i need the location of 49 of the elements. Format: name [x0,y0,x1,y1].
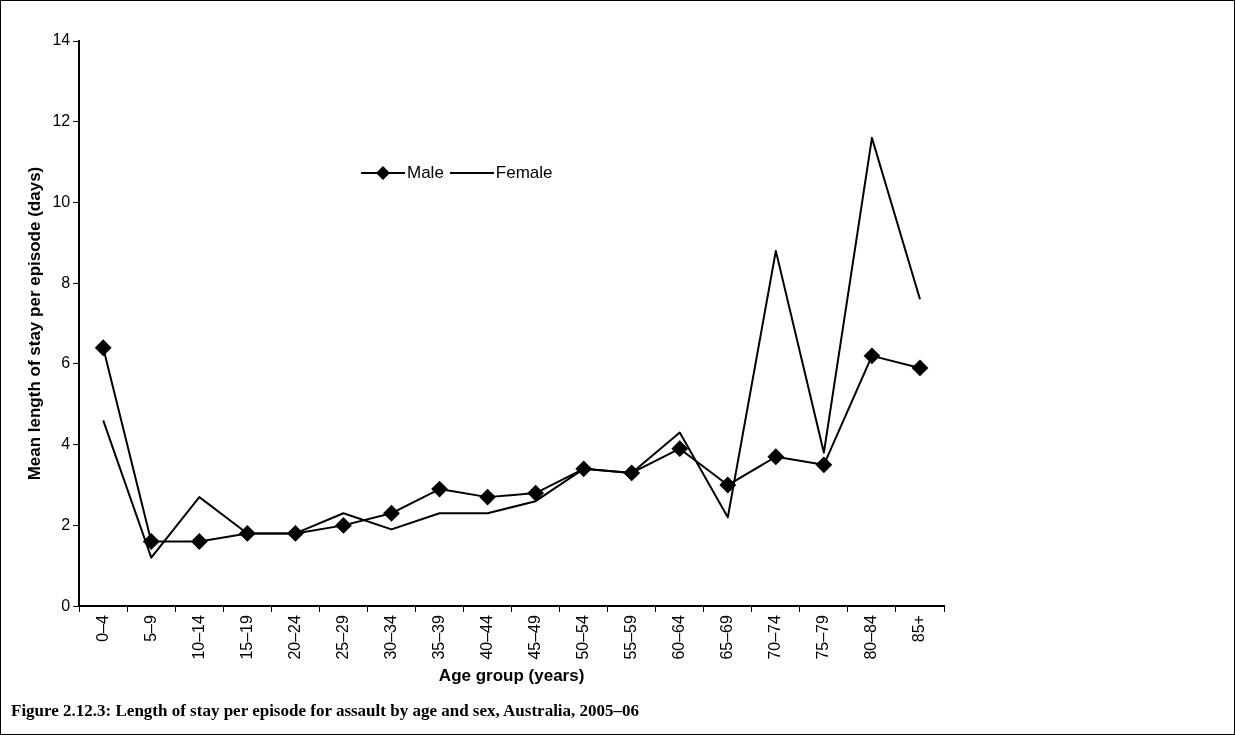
point [143,533,160,550]
point [191,533,208,550]
point [767,448,784,465]
point [383,505,400,522]
y-tick-label: 4 [61,435,71,453]
point [239,525,256,542]
x-tick-label: 20–24 [285,615,303,660]
x-tick-label: 40–44 [477,615,495,660]
legend-label: Male [407,163,444,183]
point [95,339,112,356]
x-tick-label: 75–79 [814,615,832,660]
x-tick-label: 85+ [910,615,928,643]
x-tick-label: 5–9 [141,615,159,642]
x-tick-label: 50–54 [574,615,592,660]
point [335,517,352,534]
y-tick-label: 10 [52,192,71,210]
y-axis-title: Mean length of stay per episode (days) [24,166,44,481]
x-axis-title: Age group (years) [438,666,585,686]
x-tick-label: 35–39 [429,615,447,660]
y-tick-label: 2 [61,515,71,533]
y-tick-label: 0 [61,596,71,614]
x-tick-label: 55–59 [622,615,640,660]
point [719,477,736,494]
x-tick-label: 60–64 [670,615,688,660]
point [815,456,832,473]
y-tick-label: 8 [61,273,71,291]
x-tick-label: 45–49 [526,615,544,660]
point [911,359,928,376]
point [623,464,640,481]
point [287,525,304,542]
x-tick-label: 30–34 [381,615,399,660]
x-tick-label: 10–14 [189,615,207,660]
x-tick-label: 15–19 [237,615,255,660]
x-tick-label: 0–4 [93,615,111,642]
point [479,489,496,506]
x-tick-label: 70–74 [766,615,784,660]
point [575,460,592,477]
x-tick-label: 80–84 [862,615,880,660]
point [527,485,544,502]
text: Figure 2.12.3: Length of stay per episode for assault by age and sex, Australia, 2005–06 [11,701,640,721]
y-tick-label: 6 [61,354,71,372]
point [671,440,688,457]
point [863,347,880,364]
legend-label: Female [495,163,553,183]
y-tick-label: 14 [52,31,71,49]
x-tick-label: 25–29 [333,615,351,660]
point [431,481,448,498]
y-tick-label: 12 [52,112,71,130]
x-tick-label: 65–69 [718,615,736,660]
